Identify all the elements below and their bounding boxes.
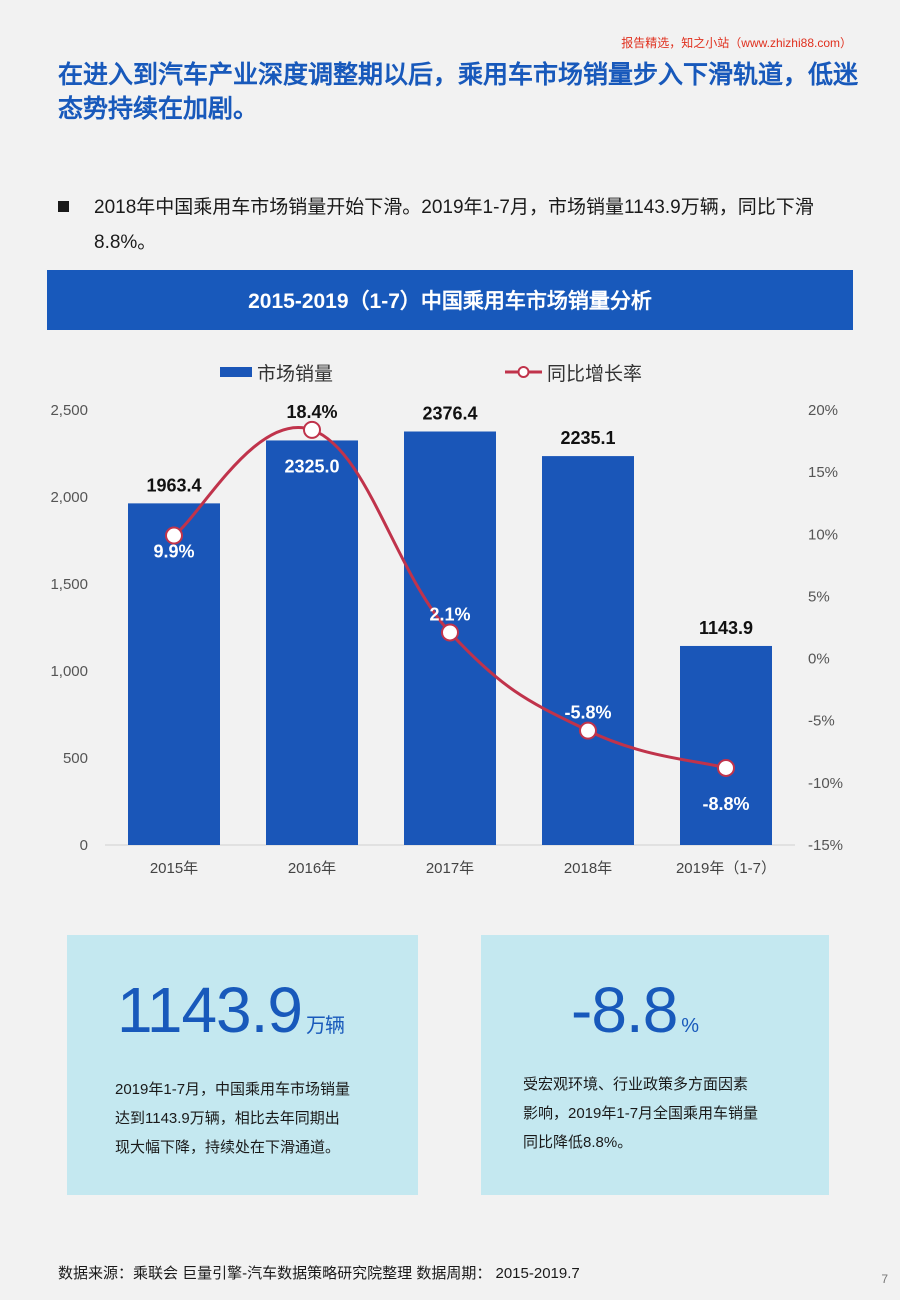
y-right-tick-label: 5%	[808, 588, 830, 605]
y-left-tick-label: 2,500	[50, 402, 88, 419]
sales-bar	[128, 503, 220, 845]
growth-rate-label: -5.8%	[564, 703, 611, 723]
card-text-line: 同比降低8.8%。	[523, 1134, 633, 1151]
x-tick-label: 2018年	[564, 860, 612, 877]
sales-volume-unit: 万辆	[306, 1015, 345, 1037]
data-source-note: 数据来源：乘联会 巨量引擎-汽车数据策略研究院整理 数据周期： 2015-201…	[58, 1265, 580, 1282]
sales-combo-chart: 市场销量 同比增长率 0 500 1,000 1,500 2,000 2,500 -15% -10…	[50, 363, 843, 877]
growth-rate-point	[717, 758, 735, 777]
y-right-tick-label: 0%	[808, 651, 830, 668]
growth-rate-label: 18.4%	[286, 402, 337, 422]
sales-value-label: 2325.0	[284, 456, 339, 476]
y-left-tick-label: 1,000	[50, 663, 88, 680]
growth-rate-point	[579, 721, 597, 740]
sales-value-label: 2376.4	[422, 404, 477, 424]
sales-bar	[680, 645, 772, 845]
y-right-tick-label: -5%	[808, 713, 835, 730]
x-tick-label: 2015年	[150, 860, 198, 877]
x-tick-label: 2019年（1-7）	[676, 860, 776, 877]
sales-value-label: 2235.1	[560, 428, 615, 448]
chart-title-banner: 2015-2019（1-7）中国乘用车市场销量分析	[47, 270, 853, 330]
growth-rate-value-row: -8.8%	[571, 973, 699, 1047]
legend-label: 同比增长率	[547, 363, 642, 385]
sales-volume-card: 1143.9 万辆 2019年1-7月，中国乘用车市场销量 达到1143.9万辆，…	[67, 935, 418, 1195]
sales-volume-value-row: 1143.9 万辆	[117, 973, 345, 1047]
growth-rate-description: 受宏观环境、行业政策多方面因素 影响，2019年1-7月全国乘用车销量 同比降低…	[523, 1070, 758, 1157]
page-number: 7	[881, 1272, 888, 1286]
growth-rate-unit: %	[681, 1015, 699, 1037]
y-right-tick-label: 10%	[808, 526, 838, 543]
y-left-tick-label: 1,500	[50, 576, 88, 593]
card-text-line: 达到1143.9万辆，相比去年同期出	[115, 1110, 340, 1127]
growth-rate-point	[441, 623, 459, 642]
y-left-tick-label: 0	[80, 837, 88, 854]
y-right-tick-label: 20%	[808, 402, 838, 419]
bullet-point: 2018年中国乘用车市场销量开始下滑。2019年1-7月，市场销量1143.9万…	[58, 190, 848, 260]
y-right-tick-label: -15%	[808, 837, 843, 854]
bullet-text: 2018年中国乘用车市场销量开始下滑。2019年1-7月，市场销量1143.9万…	[94, 197, 814, 253]
watermark-text: 报告精选，知之小站（www.zhizhi88.com）	[621, 36, 852, 50]
card-text-line: 受宏观环境、行业政策多方面因素	[523, 1076, 749, 1093]
sales-value-label: 1143.9	[699, 618, 753, 638]
growth-rate-point	[165, 526, 183, 545]
sales-bar	[542, 456, 634, 845]
growth-rate-line	[173, 426, 727, 770]
card-text-line: 影响，2019年1-7月全国乘用车销量	[523, 1105, 759, 1122]
card-text-line: 现大幅下降，持续处在下滑通道。	[115, 1139, 341, 1156]
x-tick-label: 2017年	[426, 860, 474, 877]
y-left-tick-label: 500	[63, 750, 88, 767]
growth-rate-label: 9.9%	[153, 542, 194, 562]
sales-volume-description: 2019年1-7月，中国乘用车市场销量 达到1143.9万辆，相比去年同期出 现…	[115, 1075, 350, 1162]
card-text-line: 2019年1-7月，中国乘用车市场销量	[115, 1081, 351, 1098]
legend-swatch-bar	[220, 367, 252, 377]
legend-label: 市场销量	[257, 363, 333, 385]
sales-bar	[266, 440, 358, 845]
growth-rate-value: -8.8	[571, 974, 678, 1046]
y-right-tick-label: -10%	[808, 775, 843, 792]
y-right-tick-label: 15%	[808, 464, 838, 481]
sales-volume-value: 1143.9	[117, 974, 303, 1046]
growth-rate-label: -8.8%	[702, 794, 749, 814]
square-bullet-icon	[58, 201, 69, 212]
page-headline: 在进入到汽车产业深度调整期以后，乘用车市场销量步入下滑轨道，低迷态势持续在加剧。	[58, 61, 859, 123]
growth-rate-label: 2.1%	[429, 604, 470, 624]
legend-swatch-marker	[517, 366, 530, 378]
y-left-tick-label: 2,000	[50, 489, 88, 506]
growth-rate-point	[303, 420, 321, 439]
sales-value-label: 1963.4	[146, 475, 201, 495]
growth-rate-card: -8.8% 受宏观环境、行业政策多方面因素 影响，2019年1-7月全国乘用车销…	[481, 935, 829, 1195]
x-tick-label: 2016年	[288, 860, 336, 877]
